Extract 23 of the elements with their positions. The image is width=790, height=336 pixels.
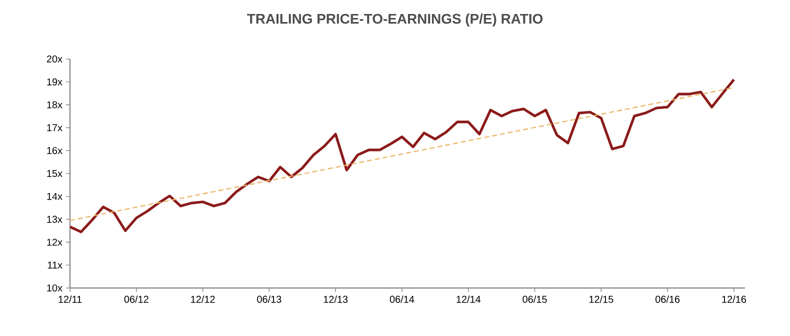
- x-tick-label: 12/11: [58, 296, 82, 303]
- y-tick-label: 11x: [48, 262, 62, 269]
- y-tick-label: 13x: [47, 216, 62, 223]
- y-tick-label: 10x: [47, 284, 62, 292]
- y-tick-label: 20x: [46, 55, 62, 63]
- y-tick-label: 15x: [47, 170, 62, 177]
- x-tick-label: 12/13: [324, 296, 348, 303]
- x-tick-label: 12/12: [191, 296, 215, 303]
- y-tick-label: 18x: [47, 101, 62, 108]
- y-tick-label: 14x: [47, 192, 62, 200]
- y-tick-label: 17x: [47, 124, 62, 132]
- x-tick-label: 06/16: [655, 296, 680, 303]
- y-tick-label: 19x: [47, 78, 62, 86]
- x-tick-label: 06/14: [390, 296, 414, 303]
- x-tick-label: 06/12: [124, 296, 148, 303]
- x-tick-label: 12/14: [456, 296, 481, 303]
- x-tick-label: 06/13: [257, 296, 282, 303]
- x-tick-label: 12/15: [589, 296, 614, 303]
- x-tick-label: 12/16: [722, 296, 746, 303]
- chart-title: TRAILING PRICE-TO-EARNINGS (P/E) RATIO: [247, 13, 543, 26]
- y-tick-label: 16x: [47, 147, 62, 154]
- y-tick-label: 12x: [47, 238, 62, 246]
- x-tick-label: 06/15: [522, 296, 547, 303]
